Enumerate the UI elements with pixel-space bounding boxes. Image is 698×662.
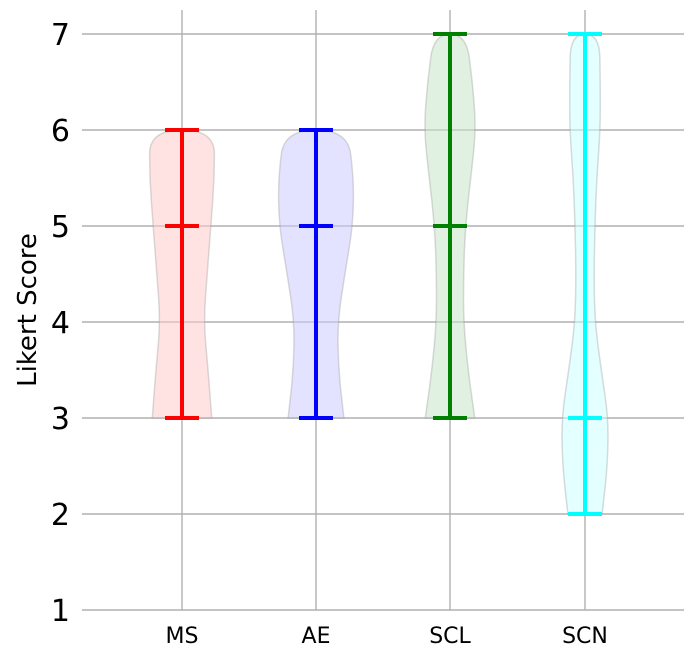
y-tick-label: 4 xyxy=(51,306,70,341)
x-tick-label: AE xyxy=(302,624,331,649)
y-axis-label: Likert Score xyxy=(13,233,43,387)
y-tick-label: 2 xyxy=(51,498,70,533)
x-tick-label: SCN xyxy=(562,624,608,649)
violin-layer xyxy=(148,32,609,516)
y-tick-label: 3 xyxy=(51,402,70,437)
y-tick-label: 5 xyxy=(51,210,70,245)
x-tick-label: SCL xyxy=(429,624,471,649)
y-tick-label: 7 xyxy=(51,18,70,53)
y-tick-label: 6 xyxy=(51,114,70,149)
tick-layer: 1 2 3 4 5 6 7 MS AE SCL SCN xyxy=(51,18,608,649)
x-tick-label: MS xyxy=(166,624,199,649)
y-tick-label: 1 xyxy=(51,594,70,629)
